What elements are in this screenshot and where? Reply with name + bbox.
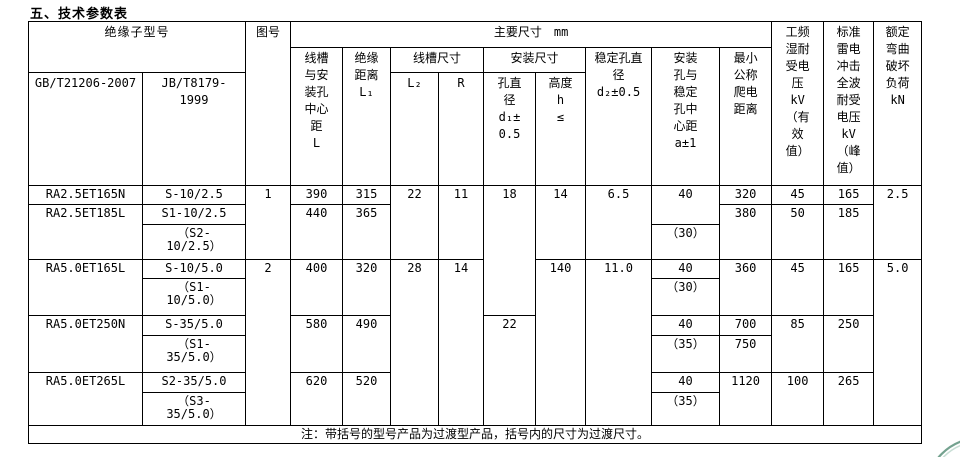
cell-r1-d2: 6.5: [585, 185, 653, 260]
cell-r1-jb-model: S-10/2.5: [141, 185, 247, 205]
cell-r8-li: 265: [823, 372, 875, 426]
cell-r8-pf: 100: [771, 372, 825, 426]
cell-r6-pf: 85: [771, 315, 825, 373]
cell-r8-gb-model: RA5.0ET265L: [28, 372, 143, 426]
cell-r1-creepage: 320: [719, 185, 773, 205]
cell-r1-a: 40: [651, 185, 721, 225]
cell-r4-li: 165: [823, 259, 875, 316]
cell-r2-gb-model: RA2.5ET185L: [28, 204, 143, 260]
cell-r6-L1: 490: [342, 315, 392, 373]
header-bending-load: 额定 弯曲 破坏 负荷 kN: [873, 21, 923, 186]
cell-r6-jb-model: S-35/5.0: [141, 315, 247, 336]
cell-r2-creepage: 380: [719, 204, 773, 260]
cell-r6-creepage: 700: [719, 315, 773, 336]
cell-r4-creepage: 360: [719, 259, 773, 316]
cell-r7-creepage: 750: [719, 335, 773, 373]
header-jb-standard: JB/T8179- 1999: [141, 72, 247, 186]
cell-r6-d1: 22: [483, 315, 537, 426]
cell-r4-gb-model: RA5.0ET165L: [28, 259, 143, 316]
header-gb-standard: GB/T21206-2007: [28, 72, 143, 186]
header-h: 高度 h ≤: [535, 72, 587, 186]
cell-r2-L: 440: [290, 204, 344, 260]
cell-r8-creepage: 1120: [719, 372, 773, 426]
cell-r6-L: 580: [290, 315, 344, 373]
cell-r8-jb-model: S2-35/5.0: [141, 372, 247, 393]
cell-r7-a: （35）: [651, 335, 721, 373]
cell-r2-L1: 365: [342, 204, 392, 260]
header-creepage: 最小 公称 爬电 距离: [719, 47, 773, 186]
header-R: R: [438, 72, 485, 186]
page-title: 五、技术参数表: [30, 7, 129, 22]
cell-r2-li: 185: [823, 204, 875, 260]
cell-r1-li: 165: [823, 185, 875, 205]
header-groove-dims: 线槽尺寸: [390, 47, 485, 73]
cell-r1-L: 390: [290, 185, 344, 205]
cell-r1-figure: 1: [245, 185, 292, 260]
cell-r3-jb-model: （S2- 10/2.5）: [141, 224, 247, 260]
cell-r4-R: 14: [438, 259, 485, 426]
cell-r1-d1: 18: [483, 185, 537, 316]
header-main-dimensions: 主要尺寸 mm: [290, 21, 773, 48]
cell-r1-R: 11: [438, 185, 485, 260]
cell-r1-L2: 22: [390, 185, 440, 260]
cell-r4-jb-model: S-10/5.0: [141, 259, 247, 279]
cell-r6-gb-model: RA5.0ET250N: [28, 315, 143, 373]
cell-r1-h: 14: [535, 185, 587, 260]
cell-r6-li: 250: [823, 315, 875, 373]
cell-r7-jb-model: （S1- 35/5.0）: [141, 335, 247, 373]
cell-r9-jb-model: （S3- 35/5.0）: [141, 392, 247, 426]
cell-r5-a: （30）: [651, 278, 721, 316]
header-figure-no: 图号: [245, 21, 292, 186]
cell-r1-L1: 315: [342, 185, 392, 205]
cell-r4-pf: 45: [771, 259, 825, 316]
cell-r4-L: 400: [290, 259, 344, 316]
cell-r1-pf: 45: [771, 185, 825, 205]
header-d1: 孔直 径 d₁± 0.5: [483, 72, 537, 186]
cell-r6-a: 40: [651, 315, 721, 336]
cell-r9-a: （35）: [651, 392, 721, 426]
cell-r5-jb-model: （S1- 10/5.0）: [141, 278, 247, 316]
header-d2: 稳定孔直 径 d₂±0.5: [585, 47, 653, 186]
header-L: 线槽 与安 装孔 中心 距 L: [290, 47, 344, 186]
cell-r4-L1: 320: [342, 259, 392, 316]
header-mount-dims: 安装尺寸: [483, 47, 587, 73]
header-L1: 绝缘 距离 L₁: [342, 47, 392, 186]
logo-arc-icon: [937, 440, 960, 457]
header-lightning-impulse-voltage: 标准 雷电 冲击 全波 耐受 电压 kV （峰 值）: [823, 21, 875, 186]
header-L2: L₂: [390, 72, 440, 186]
cell-r2-pf: 50: [771, 204, 825, 260]
cell-r1-kn: 2.5: [873, 185, 923, 260]
cell-r2-jb-model: S1-10/2.5: [141, 204, 247, 225]
cell-r4-d2: 11.0: [585, 259, 653, 426]
cell-r1-gb-model: RA2.5ET165N: [28, 185, 143, 205]
table-footnote: 注：带括号的型号产品为过渡型产品，括号内的尺寸为过渡尺寸。: [27, 425, 923, 444]
cell-r4-kn: 5.0: [873, 259, 923, 426]
cell-r4-L2: 28: [390, 259, 440, 426]
cell-r3-a: （30）: [651, 224, 721, 260]
tech-params-table: 绝缘子型号 图号 主要尺寸 mm 工频 湿耐 受电 压 kV （有 效 值） 标…: [27, 21, 923, 444]
cell-r8-a: 40: [651, 372, 721, 393]
header-insulator-model: 绝缘子型号: [27, 21, 247, 73]
cell-r4-figure: 2: [245, 259, 292, 426]
header-power-freq-voltage: 工频 湿耐 受电 压 kV （有 效 值）: [771, 21, 825, 186]
header-a: 安装 孔与 稳定 孔中 心距 a±1: [651, 47, 721, 186]
cell-r4-a: 40: [651, 259, 721, 279]
cell-r8-L: 620: [290, 372, 344, 426]
cell-r4-h: 140: [535, 259, 587, 426]
cell-r8-L1: 520: [342, 372, 392, 426]
